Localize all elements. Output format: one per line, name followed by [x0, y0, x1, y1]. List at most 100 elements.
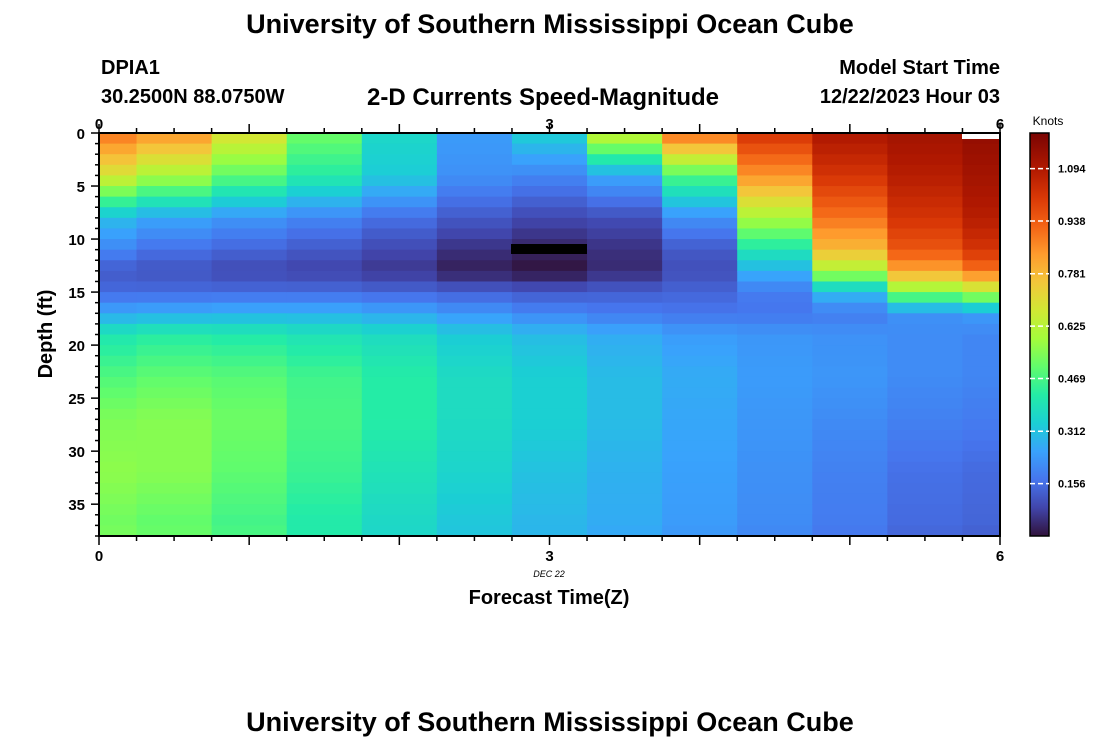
heatmap-cell: [99, 429, 138, 442]
heatmap-cell: [812, 387, 888, 399]
heatmap-cell: [887, 334, 964, 346]
heatmap-cell: [662, 175, 738, 187]
y-tick-label: 25: [68, 391, 85, 408]
heatmap-cell: [99, 207, 138, 219]
heatmap-cell: [511, 482, 588, 495]
heatmap-cell: [136, 376, 213, 389]
heatmap-cell: [587, 514, 663, 526]
heatmap-cell: [436, 387, 513, 399]
heatmap-cell: [737, 228, 813, 240]
colorbar-tick-label: 0.469: [1058, 373, 1086, 385]
heatmap-cell: [511, 387, 588, 399]
heatmap-cell: [436, 429, 513, 442]
heatmap-cell: [99, 334, 138, 346]
heatmap-cell: [361, 387, 438, 399]
x-tick-label: 3: [545, 548, 553, 565]
heatmap-cell: [812, 408, 888, 420]
model-start-label: Model Start Time: [839, 57, 1000, 79]
heatmap-cell: [962, 313, 1001, 325]
heatmap-cell: [962, 143, 1001, 155]
heatmap-cell: [587, 398, 663, 410]
heatmap-cell: [887, 302, 964, 314]
heatmap-cell: [511, 408, 588, 420]
heatmap-cell: [812, 239, 888, 251]
colorbar-tick-label: 0.156: [1058, 479, 1086, 491]
colorbar: [1029, 132, 1050, 537]
heatmap-cell: [211, 249, 288, 261]
heatmap-cell: [361, 493, 438, 505]
heatmap-cell: [436, 504, 513, 516]
heatmap-cell: [887, 366, 964, 378]
heatmap-cell: [812, 281, 888, 293]
heatmap-cell: [361, 239, 438, 251]
heatmap-cell: [737, 323, 813, 336]
heatmap-cell: [962, 440, 1001, 452]
heatmap-cell: [737, 175, 813, 187]
heatmap-cell: [136, 398, 213, 410]
heatmap-cell: [962, 387, 1001, 399]
heatmap-cell: [662, 164, 738, 177]
heatmap-cell: [286, 175, 363, 187]
heatmap-cell: [662, 217, 738, 230]
heatmap-cell: [211, 451, 288, 463]
heatmap-cell: [436, 398, 513, 410]
heatmap-cell: [662, 366, 738, 378]
heatmap-cell: [962, 281, 1001, 293]
heatmap-cell: [211, 143, 288, 155]
heatmap-cell: [136, 419, 213, 431]
heatmap-cell: [436, 164, 513, 177]
heatmap-cell: [662, 228, 738, 240]
heatmap-cell: [286, 504, 363, 516]
heatmap-cell: [887, 451, 964, 463]
heatmap-cell: [511, 154, 588, 166]
heatmap-cell: [99, 482, 138, 495]
heatmap-cell: [436, 514, 513, 526]
heatmap-cell: [511, 186, 588, 198]
heatmap-cell: [587, 482, 663, 495]
heatmap-cell: [211, 366, 288, 378]
heatmap-cell: [436, 154, 513, 166]
heatmap-cell: [211, 217, 288, 230]
heatmap-cell: [286, 292, 363, 304]
heatmap-cell: [436, 525, 513, 537]
heatmap-cell: [136, 228, 213, 240]
heatmap-cell: [737, 461, 813, 473]
heatmap-cell: [662, 451, 738, 463]
heatmap-cell: [962, 175, 1001, 187]
heatmap-cell: [587, 334, 663, 346]
heatmap-cell: [361, 154, 438, 166]
heatmap-cell: [436, 239, 513, 251]
heatmap-cell: [211, 133, 288, 145]
heatmap-cell: [99, 313, 138, 325]
heatmap-cell: [286, 133, 363, 145]
heatmap-cell: [99, 398, 138, 410]
heatmap-cell: [136, 302, 213, 314]
heatmap-cell: [136, 493, 213, 505]
heatmap-cell: [136, 451, 213, 463]
heatmap-cell: [511, 207, 588, 219]
heatmap-cell: [361, 270, 438, 283]
heatmap-cell: [887, 207, 964, 219]
heatmap-cell: [136, 408, 213, 420]
heatmap-cell: [662, 323, 738, 336]
heatmap-cell: [587, 376, 663, 389]
heatmap-cell: [436, 323, 513, 336]
heatmap-cell: [436, 355, 513, 367]
heatmap-cell: [211, 323, 288, 336]
heatmap-cell: [662, 408, 738, 420]
heatmap-cell: [511, 281, 588, 293]
heatmap-cell: [99, 355, 138, 367]
heatmap-cell: [361, 398, 438, 410]
heatmap-cell: [737, 525, 813, 537]
heatmap-cell: [737, 398, 813, 410]
heatmap-cell: [211, 270, 288, 283]
y-axis-title: Depth (ft): [35, 290, 57, 379]
heatmap-cell: [211, 313, 288, 325]
heatmap-cell: [662, 154, 738, 166]
heatmap-cell: [99, 366, 138, 378]
heatmap-cell: [436, 345, 513, 357]
heatmap-cell: [511, 323, 588, 336]
heatmap-cell: [812, 472, 888, 484]
heatmap-cell: [436, 133, 513, 145]
heatmap-cell: [812, 292, 888, 304]
